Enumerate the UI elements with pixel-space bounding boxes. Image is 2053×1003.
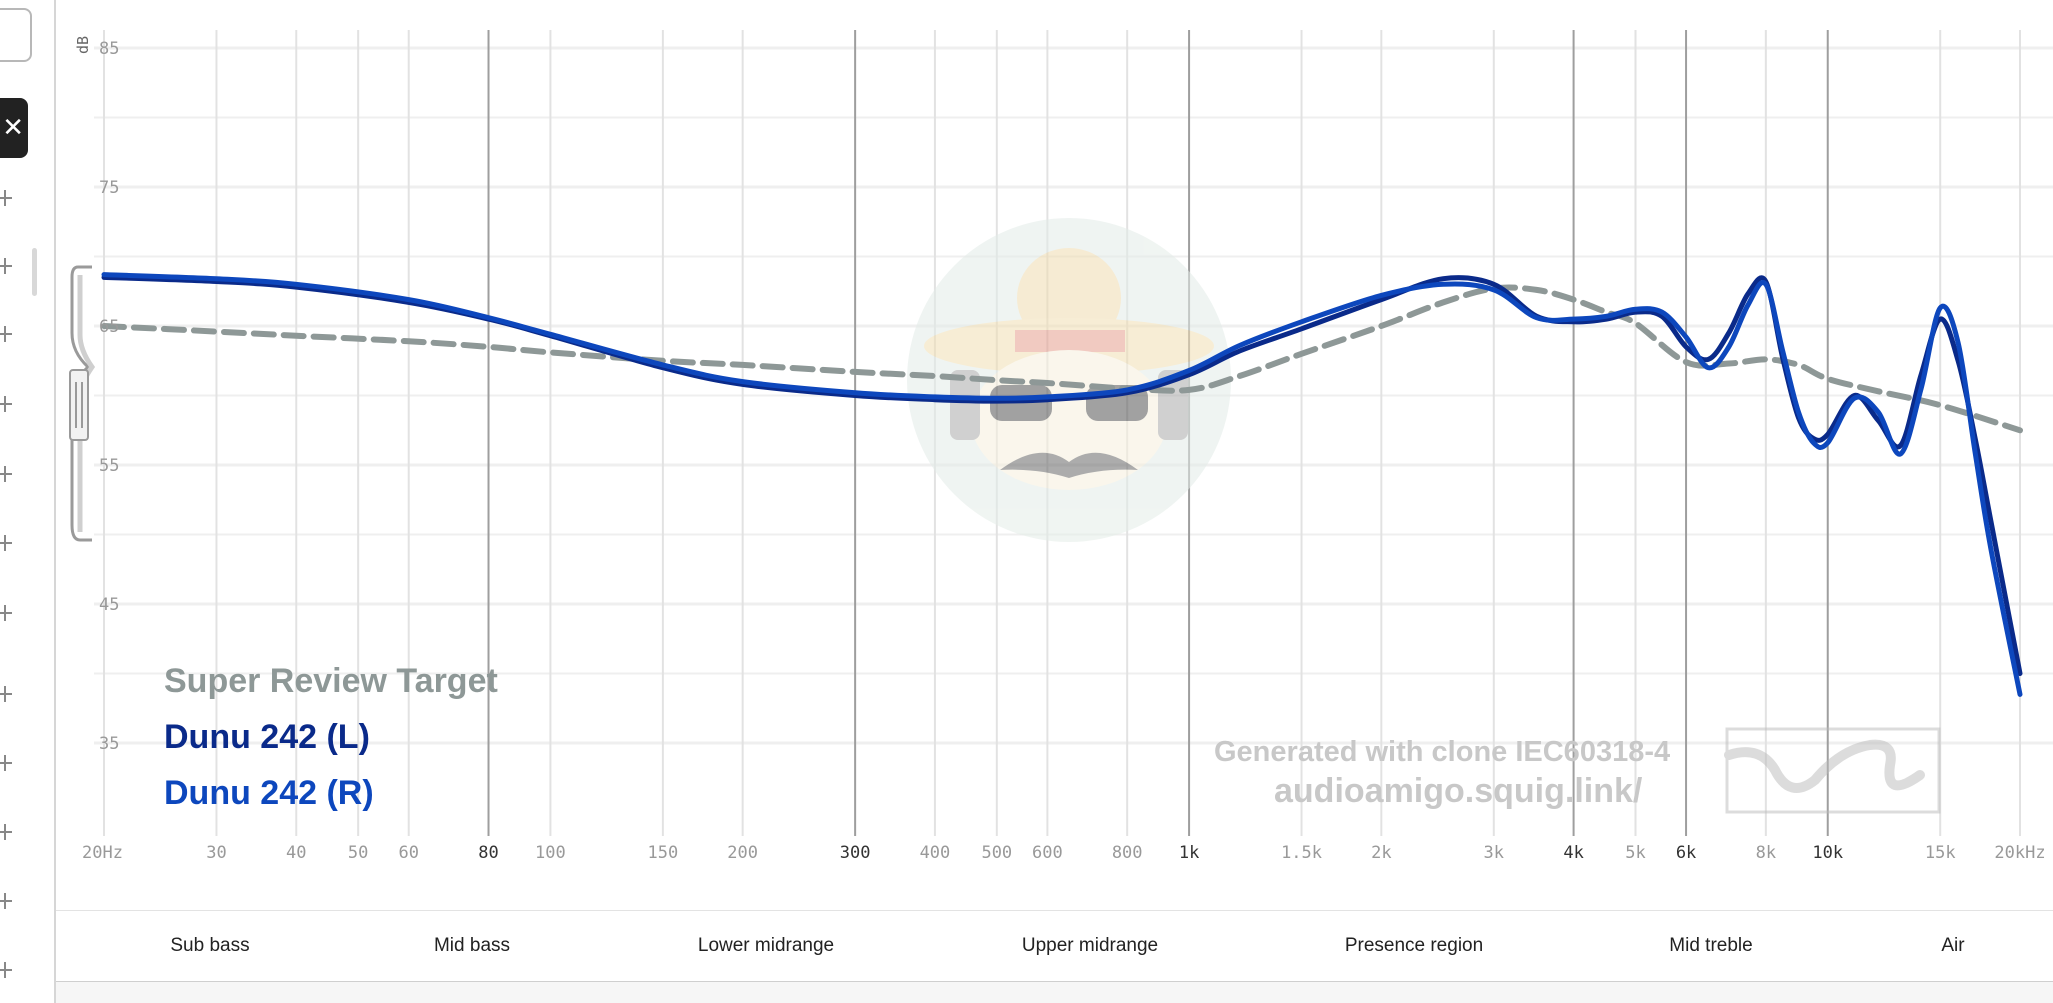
add-icon[interactable]: [0, 824, 14, 840]
band-label: Presence region: [1344, 935, 1484, 956]
x-tick-label: 5k: [1625, 843, 1645, 863]
x-tick-label: 800: [1112, 843, 1143, 863]
band-label: Air: [1941, 935, 1965, 956]
x-tick-label: 40: [286, 843, 306, 863]
band-label: Mid treble: [1669, 935, 1753, 956]
frequency-response-chart: 20Hz 30 40 50 60 80 100 150 200 300 400 500 600 800 1k…: [69, 30, 2053, 863]
x-tick-label: 20Hz: [82, 843, 123, 863]
logo-hat-band: [1015, 330, 1125, 352]
y-tick-label: 65: [99, 317, 119, 337]
x-tick-label: 50: [348, 843, 368, 863]
watermark-line-1: Generated with clone IEC60318-4: [1214, 736, 1670, 768]
x-tick-label: 15k: [1925, 843, 1956, 863]
add-icon[interactable]: [0, 686, 14, 702]
x-tick-label: 100: [535, 843, 566, 863]
add-icon[interactable]: [0, 396, 14, 412]
add-icon[interactable]: [0, 466, 14, 482]
add-icon[interactable]: [0, 605, 14, 621]
y-tick-label: 45: [99, 595, 119, 615]
x-tick-label: 2k: [1371, 843, 1391, 863]
watermark-line-2: audioamigo.squig.link/: [1274, 772, 1643, 810]
footer-strip: [56, 982, 2053, 1003]
x-tick-label: 20kHz: [1994, 843, 2045, 863]
add-icon[interactable]: [0, 535, 14, 551]
x-tick-label: 80: [478, 843, 498, 863]
x-tick-label: 200: [727, 843, 758, 863]
x-tick-label: 300: [840, 843, 871, 863]
band-label: Mid bass: [433, 935, 511, 956]
band-label: Lower midrange: [697, 935, 835, 956]
logo-mustache: [1000, 452, 1138, 478]
y-tick-label: 55: [99, 456, 119, 476]
x-tick-label: 8k: [1756, 843, 1776, 863]
left-rail: ✕: [0, 0, 56, 1003]
add-icon[interactable]: [0, 190, 14, 206]
legend: Super Review Target Dunu 242 (L) Dunu 242 …: [164, 662, 498, 812]
y-axis-label: dB: [74, 36, 92, 54]
series-line-0: [101, 284, 2023, 434]
add-icon[interactable]: [0, 326, 14, 342]
selector-box[interactable]: [0, 8, 32, 62]
add-icon[interactable]: [0, 755, 14, 771]
watermark-logo-box: [1724, 727, 1941, 814]
band-label: Upper midrange: [1021, 935, 1159, 956]
logo-watermark: [907, 218, 1231, 542]
x-tick-label: 10k: [1812, 843, 1843, 863]
x-tick-label: 1.5k: [1281, 843, 1322, 863]
logo-headphone-left: [950, 370, 980, 440]
series-line-2: [101, 272, 2023, 697]
legend-item-0[interactable]: Super Review Target: [164, 662, 498, 700]
y-scale-handle[interactable]: [69, 265, 96, 542]
add-icon[interactable]: [0, 893, 14, 909]
x-tick-label: 4k: [1563, 843, 1583, 863]
x-tick-label: 150: [648, 843, 679, 863]
rail-scrollbar[interactable]: [32, 248, 37, 296]
x-tick-label: 400: [920, 843, 951, 863]
legend-item-1[interactable]: Dunu 242 (L): [164, 718, 370, 756]
x-tick-label: 60: [398, 843, 418, 863]
y-tick-label: 75: [99, 178, 119, 198]
y-tick-label: 85: [99, 39, 119, 59]
x-tick-label: 30: [206, 843, 226, 863]
x-tick-label: 3k: [1484, 843, 1504, 863]
close-icon: ✕: [2, 113, 24, 143]
x-tick-label: 6k: [1676, 843, 1696, 863]
add-icon[interactable]: [0, 962, 14, 978]
x-tick-label: 600: [1032, 843, 1063, 863]
frequency-band-bar: Sub bass Mid bass Lower midrange Upper midr…: [56, 910, 2053, 983]
band-label: Sub bass: [170, 935, 250, 956]
y-tick-label: 35: [99, 734, 119, 754]
add-icon[interactable]: [0, 258, 14, 274]
close-button[interactable]: ✕: [0, 98, 28, 158]
x-tick-label: 500: [981, 843, 1012, 863]
x-tick-label: 1k: [1179, 843, 1199, 863]
logo-headphone-right: [1158, 370, 1188, 440]
legend-item-2[interactable]: Dunu 242 (R): [164, 774, 374, 812]
